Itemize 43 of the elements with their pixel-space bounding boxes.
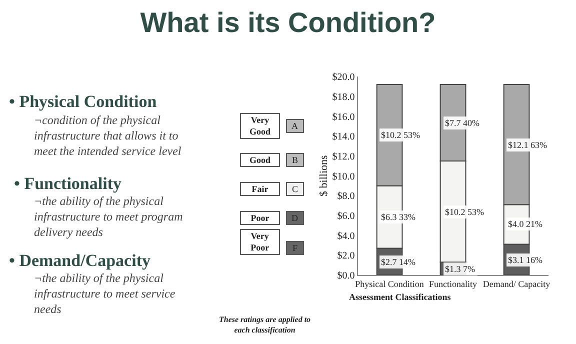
data-label: $10.2 53%	[381, 130, 420, 140]
text: • Functionality	[14, 174, 122, 193]
text: These ratings are applied to each classification	[219, 315, 311, 334]
y-tick-label: $20.0	[332, 72, 355, 84]
data-label: $2.7 14%	[381, 257, 416, 267]
text: • Physical Condition	[9, 92, 158, 111]
text: • Demand/Capacity	[9, 251, 151, 270]
text: C	[292, 184, 298, 194]
y-tick-label: $4.0	[337, 230, 355, 242]
data-label: $4.0 21%	[508, 219, 543, 229]
text: Very Poor	[250, 231, 270, 253]
text: ¬condition of the physical infrastructure that allows it to meet the intended service level	[34, 113, 182, 158]
text: D	[292, 213, 298, 223]
data-label: $1.3 7%	[445, 264, 476, 274]
y-axis-title: $ billions	[318, 155, 330, 196]
text: Poor	[250, 213, 270, 223]
text: A	[292, 121, 298, 131]
text: Very Good	[249, 115, 271, 137]
x-axis-title: Assessment Classifications	[349, 292, 452, 302]
y-tick-label: $14.0	[332, 132, 355, 143]
y-tick-label: $16.0	[332, 112, 355, 123]
y-tick-label: $8.0	[337, 191, 355, 202]
data-label: $12.1 63%	[508, 140, 548, 150]
y-tick-label: $6.0	[337, 211, 355, 222]
data-label: $6.3 33%	[381, 212, 416, 222]
chart-title: What is its Condition?	[140, 6, 436, 38]
data-label: $10.2 53%	[445, 207, 484, 217]
x-tick-label: Demand/ Capacity	[482, 278, 551, 289]
y-tick-label: $10.0	[332, 171, 355, 182]
data-label: $3.1 16%	[508, 255, 543, 265]
text: Good	[249, 155, 271, 165]
text: Fair	[252, 184, 268, 194]
y-tick-label: $2.0	[337, 250, 355, 262]
x-tick-label: Functionality	[429, 278, 478, 289]
x-tick-label: Physical Condition	[355, 278, 424, 289]
y-tick-label: $18.0	[332, 92, 355, 103]
text: ¬the ability of the physical infrastructure to meet service needs	[34, 271, 176, 316]
y-tick-label: $0.0	[337, 270, 355, 282]
text: F	[292, 243, 298, 253]
text: B	[292, 155, 298, 165]
text: ¬the ability of the physical infrastructure to meet program delivery needs	[34, 194, 184, 240]
data-label: $7.7 40%	[445, 118, 480, 128]
y-tick-label: $12.0	[332, 151, 355, 162]
